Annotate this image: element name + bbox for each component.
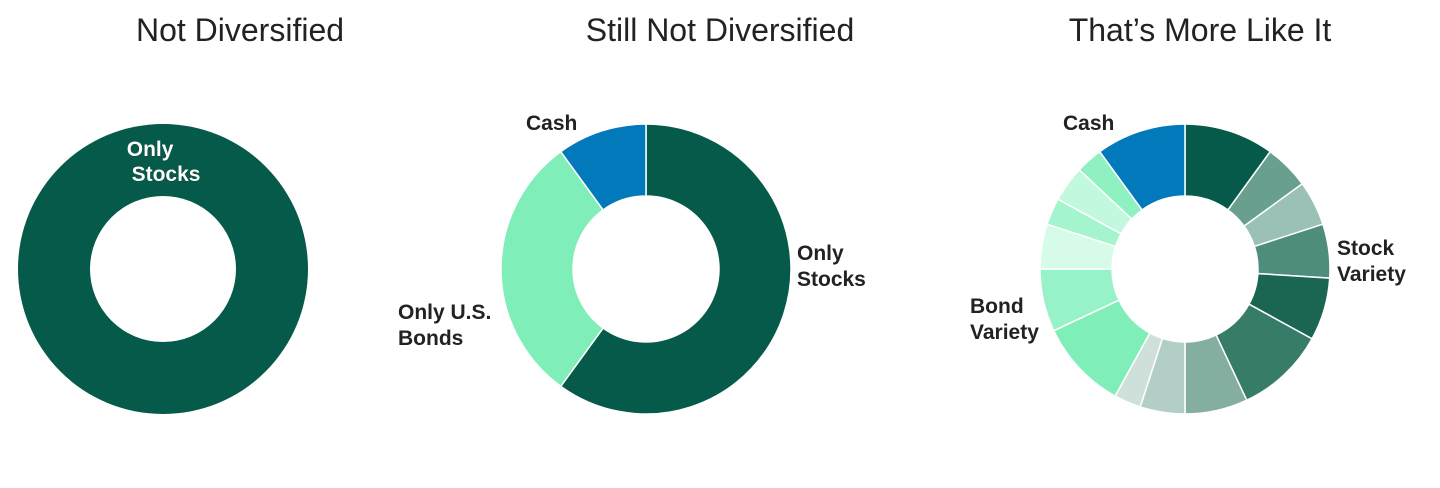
chart-panel-still-not-diversified: Still Not Diversified Only Stocks Only U… xyxy=(398,0,960,488)
label-line-stocks: Stocks xyxy=(132,163,201,186)
chart-title: Still Not Diversified xyxy=(585,12,855,48)
donut-chart-still-not-diversified: Only Stocks Only U.S. Bonds Cash xyxy=(398,112,866,415)
chart-panel-not-diversified: Not Diversified Only Stocks xyxy=(0,0,480,488)
donut-slice-only-stocks xyxy=(559,123,792,415)
slice-label-only-stocks: Only Stocks xyxy=(797,242,866,291)
donut-slice-cash xyxy=(1098,123,1186,211)
label-line-stocks: Stocks xyxy=(797,268,866,291)
group-label-stock-variety: Stock Variety xyxy=(1337,237,1406,286)
group-label-cash: Cash xyxy=(1063,112,1114,135)
donut-slice-cash xyxy=(559,123,647,211)
label-line-only-us: Only U.S. xyxy=(398,301,491,324)
donut-slice-only-stocks xyxy=(18,124,308,414)
slice-label-cash: Cash xyxy=(526,112,577,135)
chart-title: That’s More Like It xyxy=(1068,12,1332,48)
donut-chart-not-diversified: Only Stocks xyxy=(18,124,308,414)
label-line-bonds: Bonds xyxy=(398,327,463,350)
label-line-stock: Stock xyxy=(1337,237,1395,260)
chart-panel-more-like-it: That’s More Like It Stock Variety Bond V… xyxy=(960,0,1440,488)
chart-title: Not Diversified xyxy=(135,12,345,48)
slice-label-only-stocks: Only Stocks xyxy=(127,138,201,186)
donut-chart-more-like-it: Stock Variety Bond Variety Cash xyxy=(970,112,1406,415)
label-line-only: Only xyxy=(127,138,174,161)
slice-label-only-us-bonds: Only U.S. Bonds xyxy=(398,301,497,350)
label-line-only: Only xyxy=(797,242,844,265)
donut-slice-only-u-s-bonds xyxy=(500,150,605,388)
label-line-variety: Variety xyxy=(970,321,1039,344)
group-label-bond-variety: Bond Variety xyxy=(970,295,1039,344)
label-line-variety: Variety xyxy=(1337,263,1406,286)
label-line-bond: Bond xyxy=(970,295,1024,318)
